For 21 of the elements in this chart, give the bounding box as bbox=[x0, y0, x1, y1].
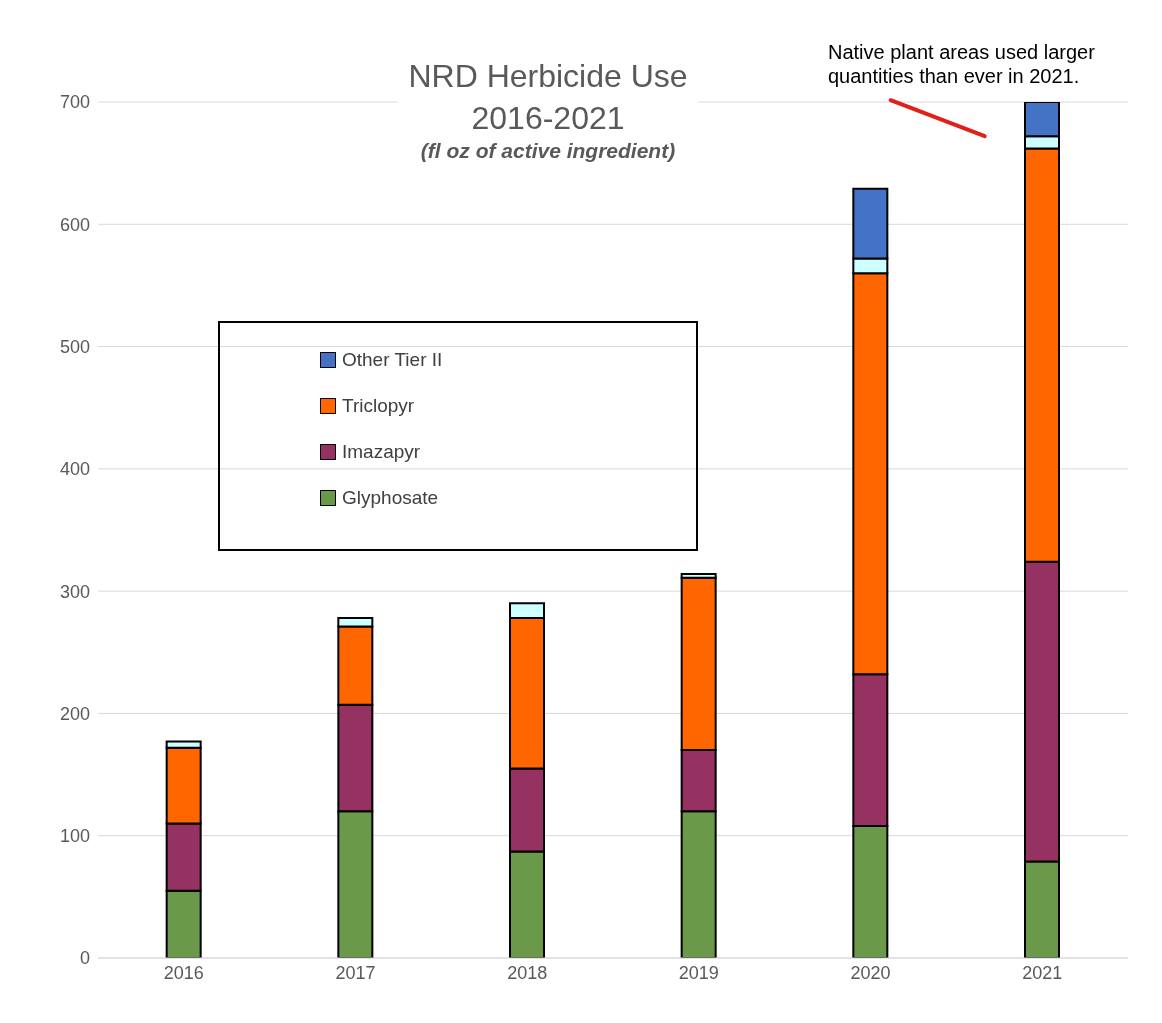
y-tick-label: 100 bbox=[59, 826, 90, 847]
text: (fl oz of active ingredient) bbox=[419, 139, 677, 164]
legend-label: Imazapyr bbox=[341, 440, 422, 464]
x-tick-label: 2016 bbox=[163, 962, 204, 983]
y-tick-label: 700 bbox=[59, 92, 90, 113]
x-tick-label: 2019 bbox=[678, 962, 719, 983]
legend-label: Glyphosate bbox=[341, 486, 440, 510]
y-tick-label: 0 bbox=[79, 948, 90, 969]
y-tick-label: 200 bbox=[59, 703, 90, 724]
y-tick-label: 300 bbox=[59, 581, 90, 602]
y-tick-label: 500 bbox=[59, 336, 90, 357]
legend-label: Triclopyr bbox=[341, 394, 416, 418]
x-tick-label: 2020 bbox=[850, 962, 891, 983]
y-tick-label: 400 bbox=[59, 459, 90, 480]
x-tick-label: 2017 bbox=[335, 962, 376, 983]
annotation: Native plant areas used larger quantities than ever in 2021. bbox=[828, 40, 1096, 88]
x-tick-label: 2021 bbox=[1022, 962, 1063, 983]
y-tick-label: 600 bbox=[59, 214, 90, 235]
legend-label: Other Tier II bbox=[341, 348, 444, 372]
x-tick-label: 2018 bbox=[507, 962, 548, 983]
chart-title: NRD Herbicide Use 2016-2021 bbox=[398, 56, 698, 140]
